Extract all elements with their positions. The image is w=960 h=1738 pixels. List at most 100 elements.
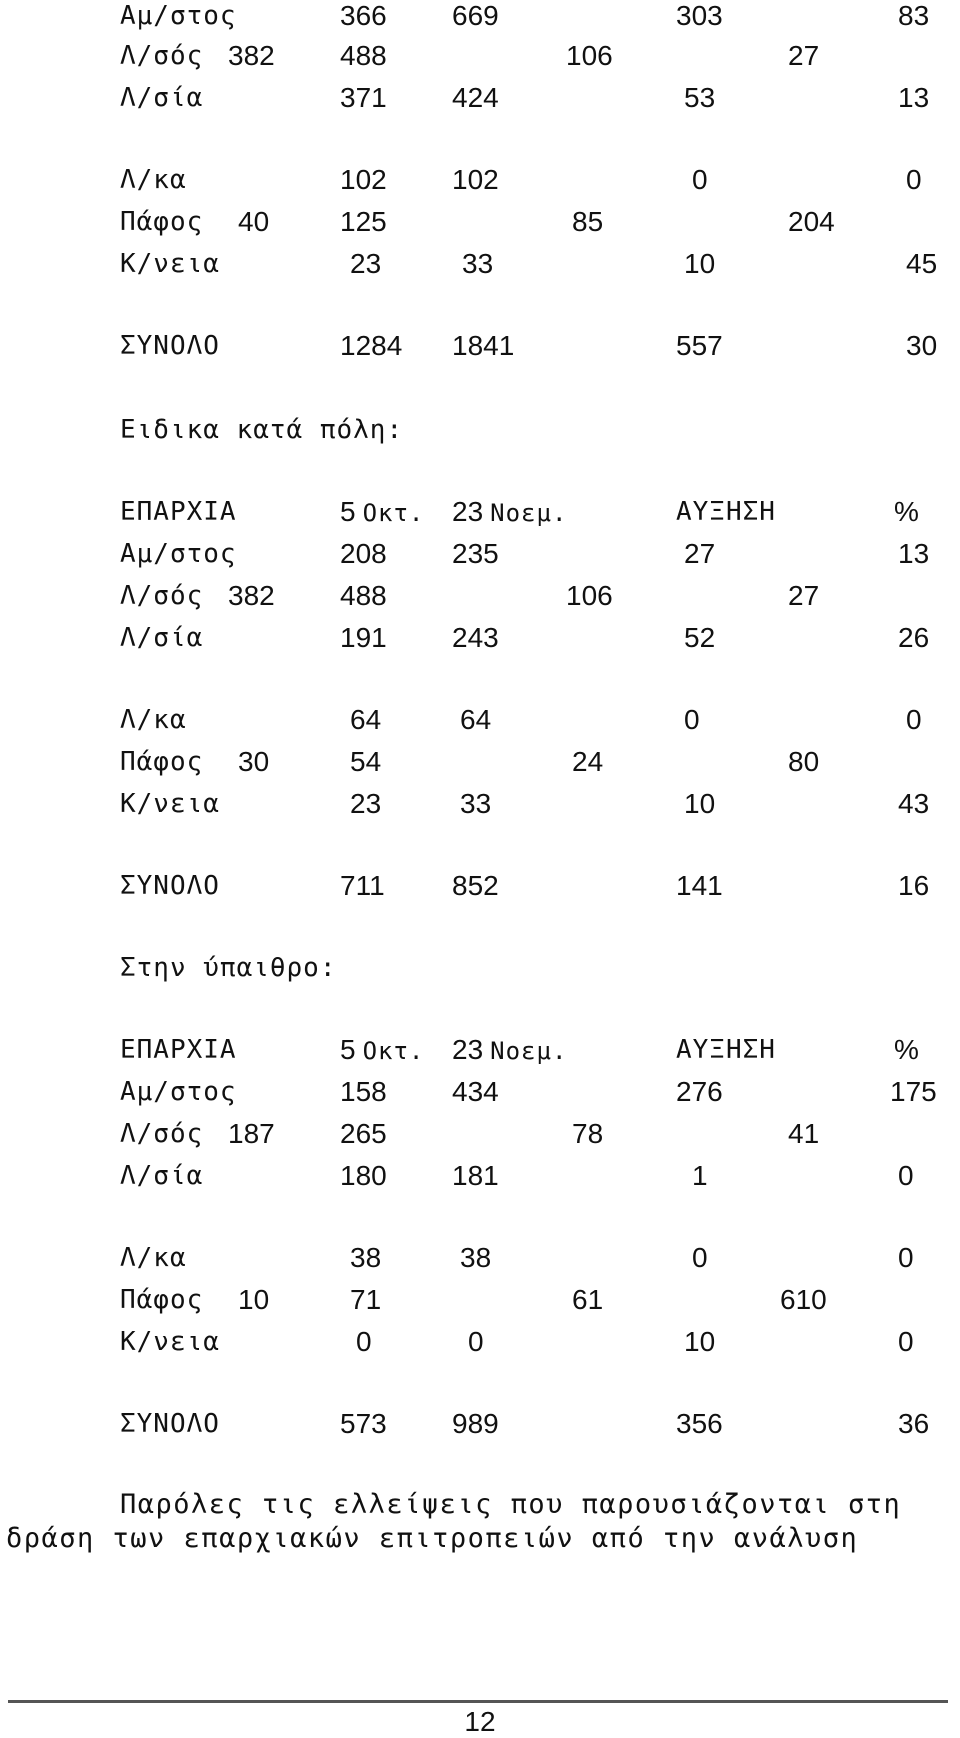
- paragraph-line-1: Παρόλες τις ελλείψεις που παρουσιάζονται…: [120, 1489, 902, 1520]
- district-label: Αμ/στος: [120, 539, 237, 569]
- value-cell: 557: [676, 330, 723, 361]
- value-cell: 33: [460, 788, 492, 819]
- value-cell: 64: [350, 704, 382, 735]
- value-cell: 27: [788, 40, 820, 71]
- district-label: Λ/σός: [120, 41, 204, 71]
- value-cell: 204: [788, 206, 835, 237]
- value-cell: 125: [340, 206, 387, 237]
- value-cell: 488: [340, 40, 387, 71]
- district-label: Πάφος: [120, 747, 204, 777]
- value-cell: 356: [676, 1408, 723, 1439]
- value-cell: 0: [684, 704, 700, 735]
- value-cell: 26: [898, 622, 930, 653]
- value-cell: 141: [676, 870, 723, 901]
- value-cell: 61: [572, 1284, 604, 1315]
- district-label: Κ/νεια: [120, 249, 220, 279]
- value-cell: 102: [452, 164, 499, 195]
- value-cell: 0: [898, 1242, 914, 1273]
- value-cell: 366: [340, 0, 387, 31]
- value-cell: 0: [692, 164, 708, 195]
- value-cell: 36: [898, 1408, 930, 1439]
- value-cell: 424: [452, 82, 499, 113]
- value-cell: 208: [340, 538, 387, 569]
- footer-rule: [8, 1700, 948, 1703]
- value-cell: 40: [238, 206, 270, 237]
- district-label: Αμ/στος: [120, 1, 237, 31]
- value-cell: 371: [340, 82, 387, 113]
- value-cell: 102: [340, 164, 387, 195]
- district-label: Αμ/στος: [120, 1077, 237, 1107]
- district-label: Λ/κα: [120, 705, 187, 735]
- value-cell: 0: [898, 1326, 914, 1357]
- district-label: Λ/κα: [120, 165, 187, 195]
- value-cell: 13: [898, 538, 930, 569]
- value-cell: 276: [676, 1076, 723, 1107]
- value-cell: 1284: [340, 330, 403, 361]
- value-cell: 0: [692, 1242, 708, 1273]
- column-header-percent: %: [894, 1034, 919, 1065]
- value-cell: 0: [906, 704, 922, 735]
- total-label: ΣΥΝΟΛΟ: [120, 871, 220, 901]
- value-cell: 45: [906, 248, 938, 279]
- total-label: ΣΥΝΟΛΟ: [120, 331, 220, 361]
- value-cell: 303: [676, 0, 723, 31]
- value-cell: 175: [890, 1076, 937, 1107]
- value-cell: 27: [684, 538, 716, 569]
- value-cell: 0: [906, 164, 922, 195]
- value-cell: 10: [238, 1284, 270, 1315]
- column-header-increase: ΑΥΞΗΣΗ: [676, 497, 776, 527]
- value-cell: 10: [684, 1326, 716, 1357]
- value-cell: 434: [452, 1076, 499, 1107]
- value-cell: 13: [898, 82, 930, 113]
- column-header-district: ΕΠΑΡΧΙΑ: [120, 497, 237, 527]
- value-cell: 33: [462, 248, 494, 279]
- total-label: ΣΥΝΟΛΟ: [120, 1409, 220, 1439]
- value-cell: 54: [350, 746, 382, 777]
- value-cell: 243: [452, 622, 499, 653]
- value-cell: 43: [898, 788, 930, 819]
- district-label: Λ/σία: [120, 1161, 204, 1191]
- value-cell: 265: [340, 1118, 387, 1149]
- value-cell: 78: [572, 1118, 604, 1149]
- value-cell: 191: [340, 622, 387, 653]
- value-cell: 16: [898, 870, 930, 901]
- value-cell: 158: [340, 1076, 387, 1107]
- column-header-percent: %: [894, 496, 919, 527]
- value-cell: 83: [898, 0, 930, 31]
- value-cell: 30: [238, 746, 270, 777]
- column-header-date2: 23 Νοεμ.: [452, 496, 568, 527]
- value-cell: 181: [452, 1160, 499, 1191]
- value-cell: 235: [452, 538, 499, 569]
- district-label: Λ/κα: [120, 1243, 187, 1273]
- district-label: Λ/σός: [120, 581, 204, 611]
- value-cell: 1: [692, 1160, 708, 1191]
- value-cell: 187: [228, 1118, 275, 1149]
- value-cell: 53: [684, 82, 716, 113]
- value-cell: 711: [340, 870, 385, 901]
- value-cell: 610: [780, 1284, 827, 1315]
- page-number: 12: [464, 1706, 496, 1737]
- value-cell: 382: [228, 40, 275, 71]
- value-cell: 0: [356, 1326, 372, 1357]
- district-label: Πάφος: [120, 1285, 204, 1315]
- value-cell: 10: [684, 248, 716, 279]
- value-cell: 989: [452, 1408, 499, 1439]
- value-cell: 852: [452, 870, 499, 901]
- value-cell: 669: [452, 0, 499, 31]
- value-cell: 573: [340, 1408, 387, 1439]
- value-cell: 488: [340, 580, 387, 611]
- value-cell: 85: [572, 206, 604, 237]
- column-header-date1: 5 Οκτ.: [340, 1034, 425, 1065]
- district-label: Λ/σός: [120, 1119, 204, 1149]
- value-cell: 1841: [452, 330, 515, 361]
- district-label: Κ/νεια: [120, 789, 220, 819]
- paragraph-line-2: δράση των επαρχιακών επιτροπειών από την…: [6, 1523, 859, 1554]
- value-cell: 382: [228, 580, 275, 611]
- value-cell: 23: [350, 788, 382, 819]
- value-cell: 0: [468, 1326, 484, 1357]
- value-cell: 27: [788, 580, 820, 611]
- value-cell: 24: [572, 746, 604, 777]
- column-header-increase: ΑΥΞΗΣΗ: [676, 1035, 776, 1065]
- value-cell: 0: [898, 1160, 914, 1191]
- value-cell: 180: [340, 1160, 387, 1191]
